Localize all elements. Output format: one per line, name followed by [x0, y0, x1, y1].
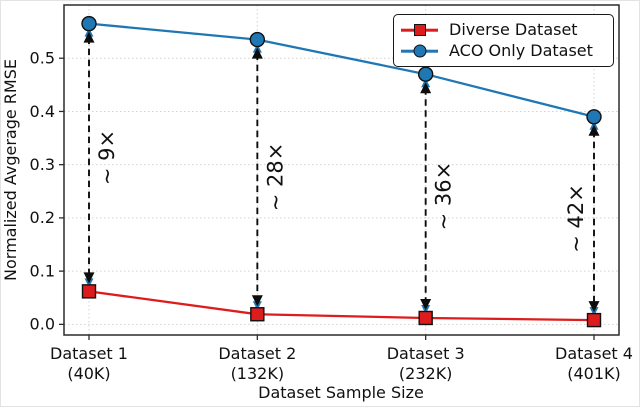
- annotation-label-2: ~ 36×: [432, 162, 456, 231]
- arrowhead-down-icon-1: [251, 295, 263, 307]
- ratio-annotation-1: ~ 28×: [251, 43, 287, 311]
- legend-item-diverse-dataset: Diverse Dataset: [401, 22, 607, 38]
- ratio-annotation-2: ~ 36×: [420, 78, 456, 314]
- x-tick-sublabel-0: (40K): [67, 364, 110, 383]
- x-tick-sublabel-2: (232K): [399, 364, 453, 383]
- arrowhead-down-icon-0: [83, 272, 95, 284]
- data-point-square-0-0: [81, 284, 97, 299]
- arrowhead-up-icon-1: [251, 47, 263, 59]
- x-tick-label-2: Dataset 3: [387, 344, 465, 363]
- y-tick-label-0.2: 0.2: [30, 208, 55, 227]
- x-tick-sublabel-1: (132K): [231, 364, 285, 383]
- annotation-label-3: ~ 42×: [564, 184, 588, 253]
- x-axis-label: Dataset Sample Size: [258, 383, 424, 402]
- y-axis-label: Normalized Avgerage RMSE: [1, 59, 20, 281]
- legend-item-aco-only-dataset: ACO Only Dataset: [401, 43, 607, 59]
- data-point-circle-1-3: [586, 109, 602, 125]
- ratio-annotation-3: ~ 42×: [564, 120, 600, 317]
- arrowhead-up-icon-2: [420, 82, 432, 94]
- x-tick-label-1: Dataset 2: [218, 344, 296, 363]
- x-tick-label-3: Dataset 4: [555, 344, 633, 363]
- y-tick-label-0.5: 0.5: [30, 49, 55, 68]
- x-tick-label-0: Dataset 1: [50, 344, 128, 363]
- x-tick-sublabel-3: (401K): [567, 364, 621, 383]
- arrowhead-up-icon-3: [588, 124, 600, 136]
- arrowhead-up-icon-0: [83, 31, 95, 43]
- annotation-label-0: ~ 9×: [95, 130, 119, 185]
- legend-label-aco-only-dataset: ACO Only Dataset: [449, 41, 593, 60]
- legend: Diverse Dataset ACO Only Dataset: [393, 14, 614, 67]
- series-line-1: [88, 22, 595, 118]
- series-line-0: [88, 290, 595, 322]
- square-marker-icon: [413, 24, 426, 36]
- data-point-square-0-3: [586, 312, 602, 328]
- y-tick-label-0.3: 0.3: [30, 155, 55, 174]
- data-point-circle-1-0: [81, 15, 97, 32]
- axes-frame: [63, 4, 620, 336]
- data-point-square-0-2: [418, 310, 433, 326]
- arrowhead-down-icon-3: [588, 301, 600, 313]
- legend-blue-circle-swatch-icon: [401, 44, 438, 59]
- circle-marker-icon: [413, 44, 426, 58]
- ratio-annotation-0: ~ 9×: [83, 27, 119, 288]
- legend-red-square-swatch-icon: [401, 23, 438, 38]
- y-tick-label-0.0: 0.0: [30, 315, 55, 334]
- arrowhead-down-icon-2: [420, 298, 432, 310]
- data-point-square-0-1: [250, 307, 265, 322]
- data-point-circle-1-1: [249, 31, 266, 48]
- y-tick-label-0.1: 0.1: [30, 261, 55, 280]
- legend-label-diverse-dataset: Diverse Dataset: [449, 20, 578, 39]
- y-tick-label-0.4: 0.4: [30, 102, 55, 121]
- annotation-label-1: ~ 28×: [263, 143, 287, 212]
- data-point-circle-1-2: [417, 66, 434, 82]
